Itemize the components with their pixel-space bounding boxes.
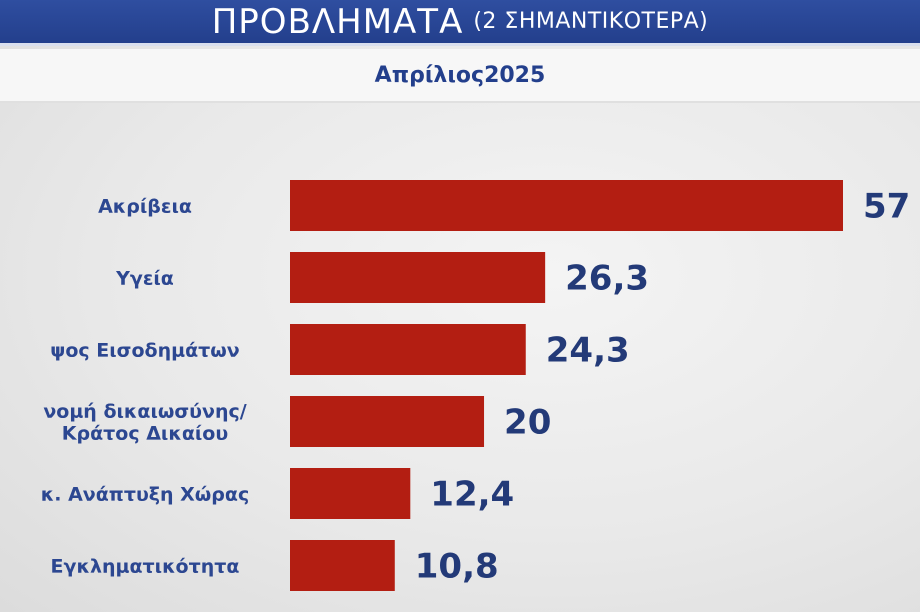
category-label-5: Εγκληματικότητα [51,556,240,578]
category-label-3-line-0: νομή δικαιωσύνης/ [43,401,246,423]
value-label-2: 24,3 [546,331,630,371]
period-bar: Απρίλιος2025 [0,49,920,103]
bar-4 [290,468,411,519]
category-label-0: Ακρίβεια [98,196,192,218]
category-label-3-line-1: Κράτος Δικαίου [62,423,228,445]
bar-2 [290,324,526,375]
bar-5 [290,540,395,591]
value-label-3: 20 [504,403,551,443]
category-label-2: ψος Εισοδημάτων [50,340,240,362]
value-label-4: 12,4 [430,475,514,515]
bar-chart: 57 Ακρίβεια 26,3 Υγεία 24,3 ψος Εισοδημάτων 20… [41,180,910,591]
header-bar: ΠΡΟΒΛΗΜΑΤΑ (2 ΣΗΜΑΝΤΙΚΟΤΕΡΑ) [0,0,920,46]
page-title: ΠΡΟΒΛΗΜΑΤΑ [211,1,464,42]
page-subtitle: (2 ΣΗΜΑΝΤΙΚΟΤΕΡΑ) [473,9,709,34]
bar-1 [290,252,546,303]
period-label: Απρίλιος2025 [374,62,546,88]
bar-3 [290,396,485,447]
category-label-1: Υγεία [115,268,174,290]
category-label-4: κ. Ανάπτυξη Χώρας [41,484,249,506]
bar-0 [290,180,843,231]
value-label-1: 26,3 [565,259,649,299]
value-label-5: 10,8 [415,547,499,587]
value-label-0: 57 [863,187,910,227]
